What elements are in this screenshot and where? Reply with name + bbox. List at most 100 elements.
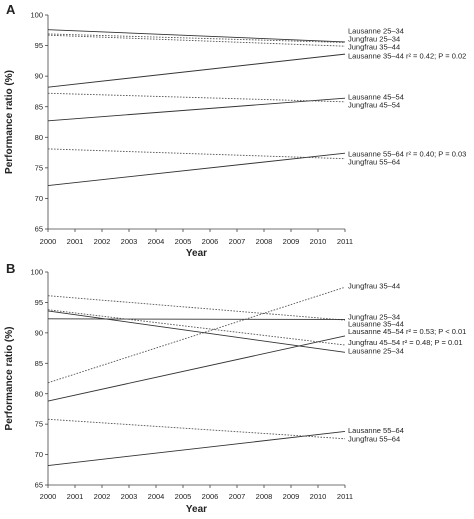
x-tick-label: 2000 bbox=[40, 237, 57, 246]
series-end-label: Lausanne 55–64 r² = 0.40; P = 0.03 bbox=[348, 149, 466, 158]
series-end-label: Jungfrau 55–64 bbox=[348, 434, 400, 443]
x-tick-label: 2000 bbox=[40, 492, 57, 501]
y-tick-label: 95 bbox=[35, 41, 43, 50]
x-tick-label: 2006 bbox=[202, 492, 219, 501]
y-tick-label: 75 bbox=[35, 420, 43, 429]
x-tick-label: 2011 bbox=[337, 237, 353, 246]
series-name: Lausanne 55–64 bbox=[348, 426, 404, 435]
x-axis-title: Year bbox=[186, 504, 207, 515]
series-end-label: Jungfrau 25–34 bbox=[348, 313, 400, 322]
x-tick-label: 2008 bbox=[256, 492, 273, 501]
x-tick-label: 2009 bbox=[283, 237, 300, 246]
series-name: Jungfrau 45–54 bbox=[348, 100, 400, 109]
series-line-4 bbox=[47, 309, 346, 346]
y-tick-label: 85 bbox=[35, 359, 43, 368]
series-end-label: Lausanne 55–64 bbox=[348, 426, 404, 435]
series-end-label: Lausanne 25–34 bbox=[348, 347, 404, 356]
series-line-7 bbox=[47, 418, 346, 440]
x-tick-label: 2003 bbox=[121, 492, 138, 501]
x-tick-label: 2001 bbox=[67, 237, 84, 246]
y-tick-label: 80 bbox=[35, 133, 43, 142]
series-name: Lausanne 35–44 bbox=[348, 52, 404, 61]
series-end-label: Lausanne 25–34 bbox=[348, 26, 404, 35]
series-name: Lausanne 45–54 bbox=[348, 327, 404, 336]
y-tick-label: 85 bbox=[35, 102, 43, 111]
x-tick-label: 2011 bbox=[337, 492, 353, 501]
series-name: Jungfrau 35–44 bbox=[348, 282, 400, 291]
y-tick-label: 70 bbox=[35, 450, 43, 459]
x-tick-label: 2003 bbox=[121, 237, 138, 246]
y-tick-label: 100 bbox=[30, 11, 43, 20]
series-name: Lausanne 25–34 bbox=[348, 347, 404, 356]
series-name: Jungfrau 55–64 bbox=[348, 434, 400, 443]
x-tick-label: 2010 bbox=[310, 237, 327, 246]
series-line-0 bbox=[47, 286, 346, 384]
series-name: Jungfrau 55–64 bbox=[348, 157, 400, 166]
series-name: Lausanne 25–34 bbox=[348, 26, 404, 35]
series-line-3 bbox=[47, 335, 346, 402]
panel-letter: A bbox=[6, 2, 16, 17]
regression-stat: r² = 0.42; P = 0.02 bbox=[404, 52, 466, 61]
regression-stat: r² = 0.48; P = 0.01 bbox=[400, 338, 462, 347]
panel-b: B 65 70 75 80 85 90 95 100 2000 2001 2002 2003 2004 20… bbox=[4, 261, 466, 515]
y-tick-label: 70 bbox=[35, 194, 43, 203]
y-axis-title: Performance ratio (%) bbox=[4, 327, 15, 431]
series-line-5 bbox=[47, 92, 346, 103]
series-end-label: Jungfrau 35–44 bbox=[348, 282, 400, 291]
x-axis-title: Year bbox=[186, 248, 207, 259]
panel-a: A 65 70 75 80 85 90 95 100 2000 2001 2002 2003 2004 20… bbox=[4, 2, 466, 259]
series-line-5 bbox=[47, 310, 346, 353]
series-line-1 bbox=[47, 33, 346, 43]
y-tick-label: 65 bbox=[35, 225, 43, 234]
series-line-6 bbox=[47, 430, 346, 466]
series-line-0 bbox=[47, 29, 346, 43]
x-tick-label: 2007 bbox=[229, 492, 246, 501]
x-tick-label: 2009 bbox=[283, 492, 300, 501]
series-end-label: Jungfrau 55–64 bbox=[348, 157, 400, 166]
series-line-6 bbox=[47, 152, 346, 187]
series-end-label: Jungfrau 45–54 r² = 0.48; P = 0.01 bbox=[348, 338, 463, 347]
series-end-label: Lausanne 35–44 bbox=[348, 319, 404, 328]
series-name: Jungfrau 35–44 bbox=[348, 42, 400, 51]
regression-stat: r² = 0.53; P < 0.01 bbox=[404, 327, 466, 336]
x-tick-label: 2004 bbox=[148, 492, 165, 501]
series-line-2 bbox=[47, 318, 346, 320]
x-tick-label: 2007 bbox=[229, 237, 246, 246]
series-line-7 bbox=[47, 148, 346, 160]
y-tick-label: 90 bbox=[35, 328, 43, 337]
y-tick-label: 65 bbox=[35, 481, 43, 490]
x-tick-label: 2001 bbox=[67, 492, 84, 501]
series-line-2 bbox=[47, 34, 346, 47]
series-name: Jungfrau 45–54 bbox=[348, 338, 400, 347]
y-axis-title: Performance ratio (%) bbox=[4, 70, 15, 174]
series-name: Lausanne 45–54 bbox=[348, 93, 404, 102]
y-tick-label: 80 bbox=[35, 389, 43, 398]
series-line-3 bbox=[47, 53, 346, 88]
y-tick-label: 100 bbox=[30, 268, 43, 277]
series-end-label: Jungfrau 25–34 bbox=[348, 34, 400, 43]
y-tick-label: 90 bbox=[35, 72, 43, 81]
x-tick-label: 2004 bbox=[148, 237, 165, 246]
x-tick-label: 2002 bbox=[94, 237, 111, 246]
panel-letter: B bbox=[6, 261, 15, 276]
x-tick-label: 2002 bbox=[94, 492, 111, 501]
series-name: Jungfrau 25–34 bbox=[348, 313, 400, 322]
series-end-label: Lausanne 45–54 bbox=[348, 93, 404, 102]
x-tick-label: 2006 bbox=[202, 237, 219, 246]
series-line-1 bbox=[47, 295, 346, 321]
regression-stat: r² = 0.40; P = 0.03 bbox=[404, 149, 466, 158]
series-name: Lausanne 55–64 bbox=[348, 149, 404, 158]
series-name: Lausanne 35–44 bbox=[348, 319, 404, 328]
x-tick-label: 2005 bbox=[175, 237, 192, 246]
x-tick-label: 2008 bbox=[256, 237, 273, 246]
y-tick-label: 75 bbox=[35, 163, 43, 172]
series-end-label: Lausanne 45–54 r² = 0.53; P < 0.01 bbox=[348, 327, 466, 336]
x-tick-label: 2005 bbox=[175, 492, 192, 501]
series-end-label: Jungfrau 35–44 bbox=[348, 42, 400, 51]
series-line-4 bbox=[47, 97, 346, 122]
y-tick-label: 95 bbox=[35, 298, 43, 307]
series-name: Jungfrau 25–34 bbox=[348, 34, 400, 43]
series-end-label: Lausanne 35–44 r² = 0.42; P = 0.02 bbox=[348, 52, 466, 61]
series-end-label: Jungfrau 45–54 bbox=[348, 100, 400, 109]
